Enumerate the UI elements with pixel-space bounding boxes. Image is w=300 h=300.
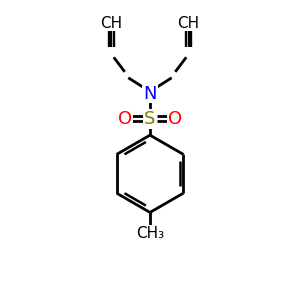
Text: CH: CH [100,16,122,31]
Text: S: S [144,110,156,128]
Text: O: O [118,110,132,128]
Text: CH₃: CH₃ [136,226,164,241]
Text: CH: CH [178,16,200,31]
Text: N: N [143,85,157,103]
Text: O: O [168,110,182,128]
